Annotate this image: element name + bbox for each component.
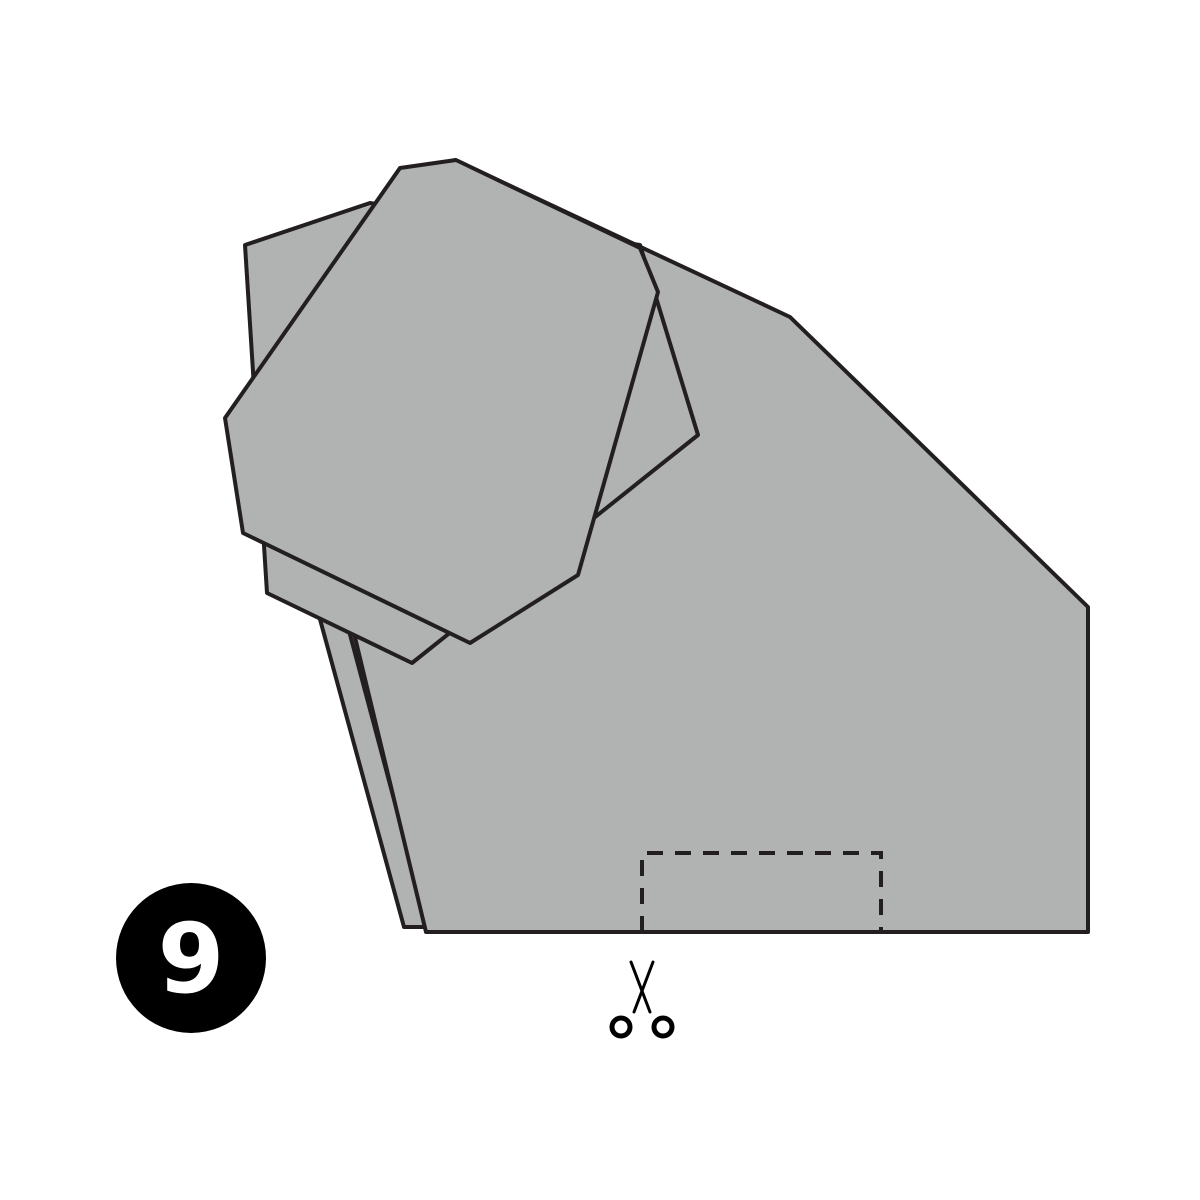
- cut-line: [640, 851, 883, 932]
- head-front-flap: [223, 158, 660, 645]
- step-badge-circle: [116, 883, 266, 1033]
- scissors-icon: [609, 960, 675, 1039]
- step-number: 9: [158, 903, 225, 1015]
- step-number-badge: 9: [116, 883, 266, 1033]
